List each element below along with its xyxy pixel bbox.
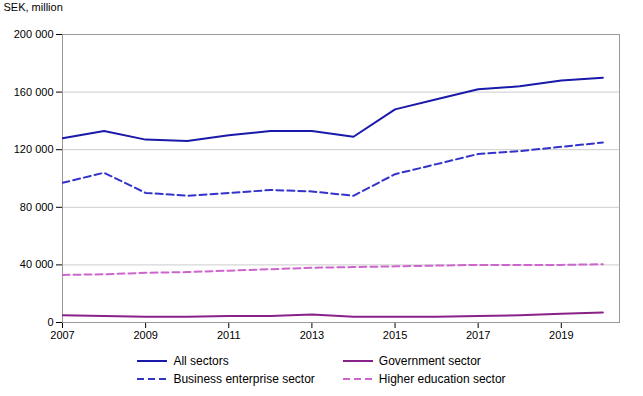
html-text:Higher education sector: Higher education sector: [378, 372, 506, 386]
html-text:Government sector: Government sector: [378, 354, 481, 368]
html-text:Business enterprise sector: Business enterprise sector: [173, 372, 315, 386]
svg-text:80 000: 80 000: [20, 201, 54, 213]
svg-text:2013: 2013: [300, 329, 324, 341]
html-text:All sectors: All sectors: [173, 354, 229, 368]
svg-text:120 000: 120 000: [14, 143, 54, 155]
svg-text:160 000: 160 000: [14, 86, 54, 98]
svg-text:2007: 2007: [50, 329, 74, 341]
svg-text:2019: 2019: [549, 329, 573, 341]
svg-text:2009: 2009: [133, 329, 157, 341]
svg-text:40 000: 40 000: [20, 258, 54, 270]
svg-text:200 000: 200 000: [14, 28, 54, 40]
svg-text:2017: 2017: [466, 329, 490, 341]
svg-text:2011: 2011: [217, 329, 241, 341]
svg-text:0: 0: [47, 316, 53, 328]
svg-text:SEK, million: SEK, million: [4, 1, 63, 13]
svg-text:2015: 2015: [383, 329, 407, 341]
